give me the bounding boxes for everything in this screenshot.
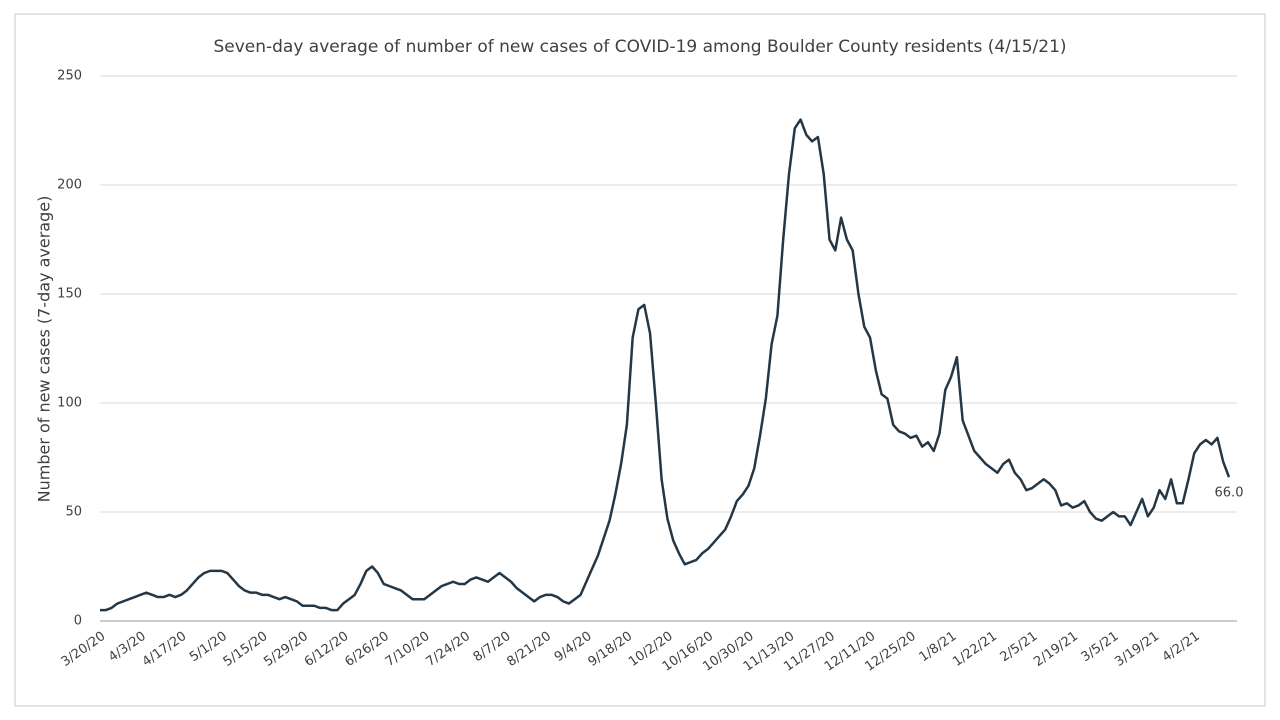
y-tick-label: 100	[57, 396, 82, 411]
y-tick-label: 200	[57, 178, 82, 193]
chart-title: Seven-day average of number of new cases…	[213, 37, 1066, 57]
y-axis-label: Number of new cases (7-day average)	[35, 196, 54, 503]
data-label: 66.0	[1215, 486, 1244, 501]
y-tick-label: 0	[74, 614, 82, 629]
y-tick-label: 250	[57, 69, 82, 84]
chart-frame	[14, 13, 1266, 707]
y-tick-label: 150	[57, 287, 82, 302]
line	[100, 118, 1231, 612]
y-tick-label: 50	[65, 505, 82, 520]
